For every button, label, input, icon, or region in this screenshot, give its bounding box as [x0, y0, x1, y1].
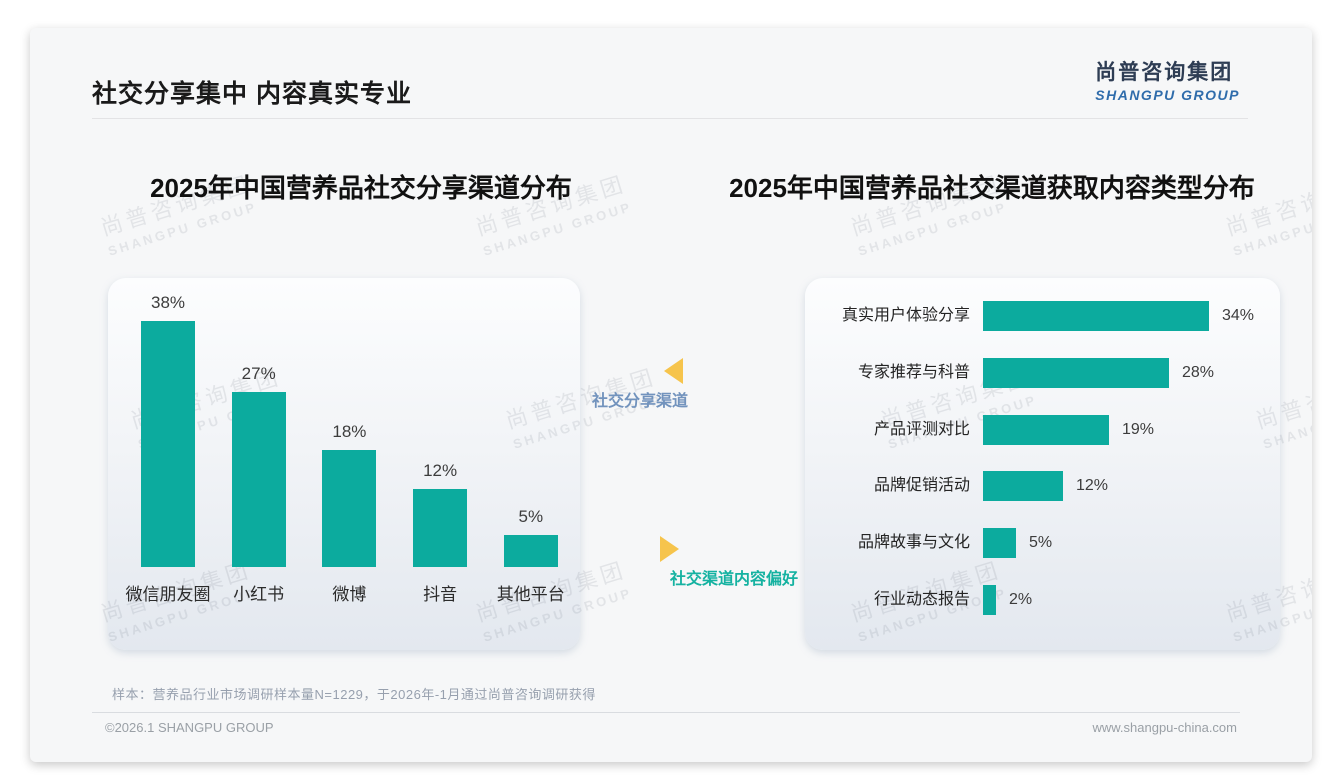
vchart-bar	[141, 321, 195, 567]
watermark-line-en: SHANGPU GROUP	[481, 198, 635, 259]
watermark-line-en: SHANGPU GROUP	[106, 198, 260, 259]
vchart-bar	[231, 392, 286, 567]
vchart-category-label: 小红书	[233, 585, 285, 604]
vchart-category-label: 其他平台	[496, 585, 565, 604]
watermark-line-en: SHANGPU GROUP	[1231, 199, 1312, 259]
vchart-value-label: 18%	[332, 422, 367, 441]
footer-divider	[92, 712, 1240, 713]
footer-copyright: ©2026.1 SHANGPU GROUP	[105, 720, 274, 735]
content-type-chart: 真实用户体验分享 34% 专家推荐与科普 28% 产品评测对比 19% 品牌促销活动 12% 品…	[805, 278, 1280, 650]
header-divider	[92, 118, 1248, 119]
hchart-category-label: 品牌故事与文化	[857, 534, 970, 551]
hchart-category-label: 品牌促销活动	[873, 477, 970, 494]
vchart-bar	[503, 535, 558, 567]
logo-chinese-text: 尚普咨询集团	[1095, 61, 1234, 84]
hchart-bar	[983, 528, 1016, 558]
vchart-value-label: 27%	[241, 364, 276, 383]
vchart-category-label: 微信朋友圈	[125, 585, 211, 604]
callout-content-preference: 社交渠道内容偏好	[660, 536, 798, 589]
page-footer: ©2026.1 SHANGPU GROUP www.shangpu-china.…	[105, 720, 1237, 735]
sample-footnote: 样本：营养品行业市场调研样本量N=1229，于2026年-1月通过尚普咨询调研获…	[112, 687, 596, 702]
hchart-category-label: 真实用户体验分享	[841, 307, 970, 324]
vchart-value-label: 12%	[423, 461, 458, 480]
hchart-value-label: 19%	[1122, 421, 1155, 438]
hchart-category-label: 专家推荐与科普	[857, 364, 970, 381]
hchart-bar	[983, 358, 1169, 388]
left-chart-card: 38% 微信朋友圈 27% 小红书 18% 微博 12% 抖音 5% 其他平台	[108, 278, 580, 650]
hchart-bar	[983, 301, 1209, 331]
vchart-category-label: 抖音	[423, 585, 458, 604]
vchart-value-label: 38%	[150, 293, 186, 312]
hchart-value-label: 2%	[1009, 591, 1033, 608]
hchart-value-label: 5%	[1029, 534, 1053, 551]
hchart-bar	[983, 415, 1109, 445]
vchart-category-label: 微博	[332, 585, 367, 604]
company-logo: 尚普咨询集团 SHANGPU GROUP	[1095, 56, 1240, 103]
right-chart-card: 真实用户体验分享 34% 专家推荐与科普 28% 产品评测对比 19% 品牌促销活动 12% 品…	[805, 278, 1280, 650]
vchart-bar	[413, 489, 468, 567]
arrow-right-icon	[660, 536, 679, 562]
callout-share-channel-label: 社交分享渠道	[591, 393, 688, 410]
hchart-value-label: 12%	[1076, 477, 1109, 494]
share-channel-chart: 38% 微信朋友圈 27% 小红书 18% 微博 12% 抖音 5% 其他平台	[108, 278, 580, 650]
hchart-bar	[983, 471, 1063, 501]
page-title: 社交分享集中 内容真实专业	[92, 80, 412, 108]
footer-website: www.shangpu-china.com	[1092, 720, 1237, 735]
slide: 尚普咨询集团 SHANGPU GROUP 尚普咨询集团 SHANGPU GROUP 尚普…	[30, 28, 1312, 762]
vchart-value-label: 5%	[518, 507, 544, 526]
watermark-line-en: SHANGPU GROUP	[856, 198, 1010, 259]
vchart-bar	[322, 450, 377, 567]
right-chart-title: 2025年中国营养品社交渠道获取内容类型分布	[729, 173, 1255, 203]
hchart-bar	[983, 585, 996, 615]
callout-share-channel: 社交分享渠道	[570, 358, 688, 411]
hchart-value-label: 34%	[1222, 307, 1255, 324]
logo-english-text: SHANGPU GROUP	[1095, 87, 1240, 103]
left-chart-title: 2025年中国营养品社交分享渠道分布	[150, 173, 572, 203]
hchart-category-label: 行业动态报告	[873, 591, 970, 608]
hchart-category-label: 产品评测对比	[873, 421, 970, 438]
hchart-value-label: 28%	[1182, 364, 1215, 381]
callout-content-preference-label: 社交渠道内容偏好	[670, 571, 799, 588]
arrow-left-icon	[664, 358, 683, 384]
